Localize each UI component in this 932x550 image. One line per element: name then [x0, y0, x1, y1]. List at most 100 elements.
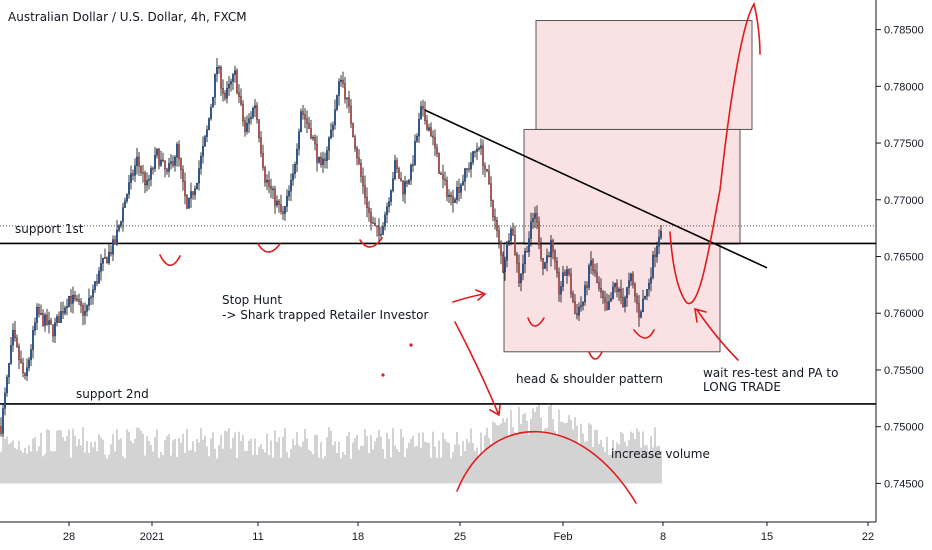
- volume-bar: [194, 451, 196, 484]
- volume-bar: [268, 454, 270, 484]
- candle-body: [206, 129, 208, 137]
- candle-body: [502, 255, 504, 272]
- candle-body: [496, 220, 498, 231]
- volume-bar: [142, 433, 144, 484]
- zone-rect: [523, 128, 741, 245]
- volume-bar: [290, 449, 292, 484]
- volume-bar: [542, 432, 544, 484]
- candle-body: [594, 270, 596, 274]
- candle-body: [506, 241, 508, 261]
- candle-body: [638, 303, 640, 318]
- candle-body: [412, 164, 414, 166]
- candle-body: [534, 213, 536, 219]
- volume-bar: [122, 456, 124, 484]
- volume-bar: [126, 429, 128, 484]
- candle-body: [164, 160, 166, 170]
- candle-body: [86, 305, 88, 312]
- volume-bar: [116, 429, 118, 484]
- candle-body: [660, 230, 662, 238]
- volume-bar: [104, 454, 106, 484]
- candle-body: [112, 239, 114, 255]
- candle-body: [298, 131, 300, 150]
- candle-body: [436, 147, 438, 154]
- candle-body: [342, 79, 344, 84]
- candle-body: [526, 251, 528, 253]
- volume-bar: [208, 456, 210, 484]
- volume-bar: [526, 420, 528, 484]
- volume-bar: [202, 439, 204, 484]
- candle-body: [452, 196, 454, 203]
- x-tick-label: 15: [761, 531, 773, 543]
- volume-bar: [56, 430, 58, 484]
- candle-body: [478, 148, 480, 150]
- candle-body: [74, 295, 76, 300]
- volume-bar: [636, 428, 638, 484]
- volume-bar: [278, 437, 280, 484]
- candle-body: [388, 201, 390, 208]
- candle-body: [322, 158, 324, 165]
- candle-body: [44, 314, 46, 326]
- candle-body: [548, 255, 550, 258]
- candle-body: [326, 150, 328, 161]
- volume-bar: [186, 428, 188, 484]
- candle-body: [0, 426, 2, 434]
- candle-body: [480, 145, 482, 149]
- volume-bar: [486, 427, 488, 484]
- volume-bar: [422, 432, 424, 484]
- volume-bar: [496, 424, 498, 484]
- volume-bar: [190, 450, 192, 484]
- x-tick-label: 28: [63, 531, 75, 543]
- volume-bar: [222, 448, 224, 484]
- volume-bar: [260, 444, 262, 484]
- volume-bar: [494, 422, 496, 484]
- volume-bar: [234, 432, 236, 484]
- candle-body: [284, 206, 286, 214]
- candle-body: [110, 252, 112, 255]
- candle-body: [32, 330, 34, 350]
- volume-bar: [96, 451, 98, 484]
- volume-bar: [318, 457, 320, 484]
- red-drawings: [159, 1, 761, 504]
- volume-bar: [492, 421, 494, 484]
- candle-body: [360, 163, 362, 177]
- candle-body: [394, 160, 396, 179]
- volume-bar: [46, 429, 48, 484]
- candle-body: [168, 163, 170, 172]
- volume-bar: [180, 442, 182, 484]
- volume-bar: [246, 450, 248, 484]
- long-trade-note: LONG TRADE: [703, 380, 781, 394]
- volume-bar: [346, 435, 348, 484]
- volume-bar: [574, 417, 576, 484]
- stop-hunt-note: Stop Hunt: [222, 293, 282, 307]
- candle-body: [384, 214, 386, 227]
- volume-bar: [368, 452, 370, 484]
- candle-body: [494, 216, 496, 221]
- volume-bar: [378, 429, 380, 484]
- volume-bar: [14, 448, 16, 484]
- candle-body: [510, 228, 512, 241]
- candle-body: [602, 291, 604, 299]
- volume-bar: [130, 440, 132, 484]
- candle-body: [520, 273, 522, 284]
- candle-body: [92, 289, 94, 298]
- candle-body: [432, 135, 434, 138]
- candle-body: [422, 106, 424, 110]
- candle-body: [154, 155, 156, 169]
- candle-body: [458, 187, 460, 193]
- volume-bar: [482, 453, 484, 484]
- volume-bar: [416, 445, 418, 484]
- candle-body: [552, 240, 554, 252]
- y-tick-label: 0.77000: [884, 195, 924, 207]
- candle-body: [620, 288, 622, 298]
- candle-body: [460, 184, 462, 193]
- candle-body: [514, 235, 516, 255]
- candle-body: [650, 277, 652, 284]
- volume-bar: [628, 440, 630, 484]
- candle-body: [516, 254, 518, 264]
- volume-bar: [356, 435, 358, 484]
- volume-bar: [490, 444, 492, 484]
- volume-bar: [484, 435, 486, 484]
- volume-bar: [62, 437, 64, 484]
- volume-bar: [340, 458, 342, 484]
